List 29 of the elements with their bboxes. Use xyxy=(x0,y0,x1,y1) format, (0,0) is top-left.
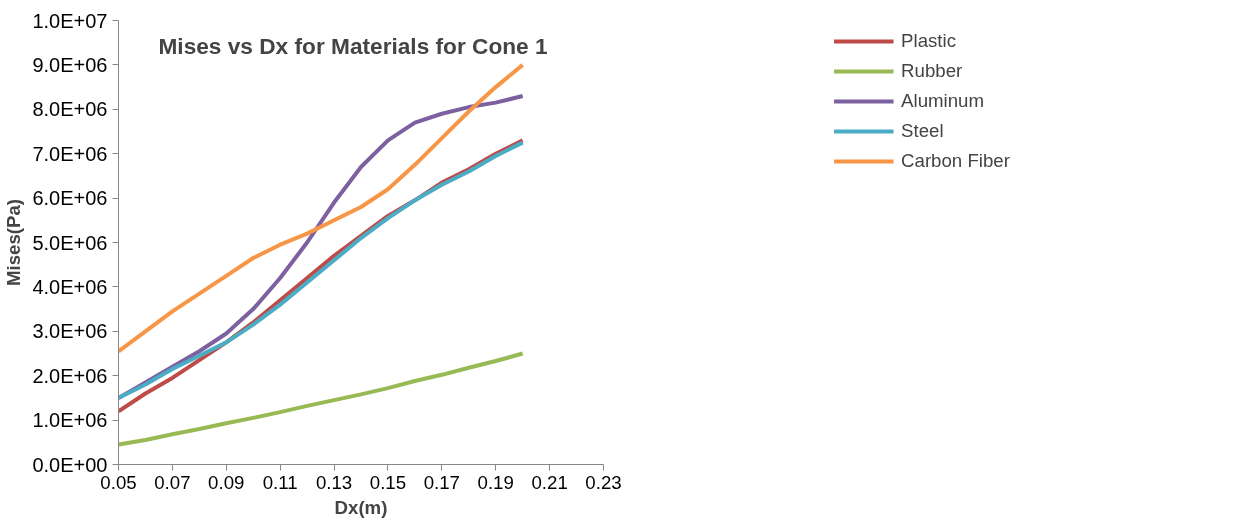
y-tick-label: 1.0E+07 xyxy=(32,9,108,32)
legend-label: Plastic xyxy=(901,30,957,52)
y-tick-label: 2.0E+06 xyxy=(32,364,108,387)
x-tick-label: 0.21 xyxy=(531,471,568,493)
x-tick-label: 0.07 xyxy=(154,471,191,493)
y-tick-label: 3.0E+06 xyxy=(32,320,108,343)
x-axis-title: Dx(m) xyxy=(334,496,388,518)
x-tick-label: 0.19 xyxy=(477,471,514,493)
x-tick-label: 0.09 xyxy=(208,471,245,493)
y-tick-label: 6.0E+06 xyxy=(32,187,108,210)
y-tick-label: 7.0E+06 xyxy=(32,142,108,165)
legend-label: Rubber xyxy=(901,60,963,82)
y-tick-label: 4.0E+06 xyxy=(32,275,108,298)
x-tick-label: 0.11 xyxy=(262,471,298,493)
x-tick-label: 0.23 xyxy=(585,471,622,493)
legend-label: Aluminum xyxy=(901,90,985,112)
legend-label: Steel xyxy=(901,120,944,142)
x-tick-label: 0.13 xyxy=(315,471,353,493)
x-tick-label: 0.17 xyxy=(423,471,460,493)
y-axis-title: Mises(Pa) xyxy=(3,198,25,287)
text: Mises vs Dx for Materials for Cone 1 xyxy=(158,32,548,59)
y-tick-label: 1.0E+06 xyxy=(32,409,108,432)
legend-label: Carbon Fiber xyxy=(901,150,1010,172)
line-series xyxy=(118,351,525,447)
line-series xyxy=(118,62,525,354)
x-tick-label: 0.15 xyxy=(369,471,407,493)
y-tick-label: 9.0E+06 xyxy=(32,53,108,76)
y-tick-label: 5.0E+06 xyxy=(32,231,108,254)
y-tick-label: 8.0E+06 xyxy=(32,98,108,121)
